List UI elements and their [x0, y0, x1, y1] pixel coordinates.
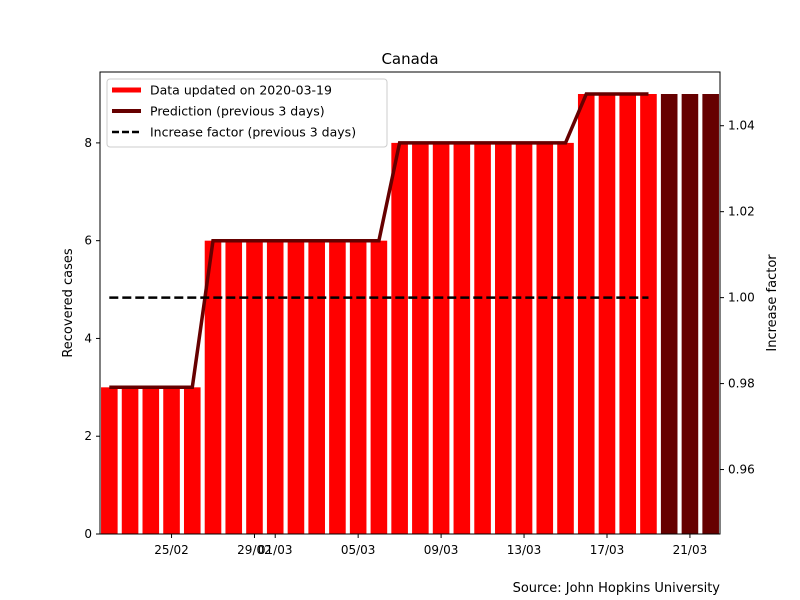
lines-layer	[109, 92, 649, 390]
legend-label: Data updated on 2020-03-19	[150, 83, 332, 98]
data-bar	[163, 387, 180, 534]
data-bar	[619, 94, 637, 534]
y2-tick-label: 0.96	[728, 463, 755, 477]
data-bar	[598, 94, 616, 534]
data-bar	[101, 387, 118, 534]
data-bar	[204, 240, 222, 534]
x-tick-label: 21/03	[673, 543, 708, 557]
data-bar	[453, 142, 471, 534]
y2-tick-label: 0.98	[728, 377, 755, 391]
data-bar	[370, 240, 388, 534]
data-bar	[329, 240, 346, 534]
data-bar	[246, 240, 263, 534]
y-tick-label: 2	[84, 429, 92, 443]
data-bar	[266, 240, 284, 534]
data-bar	[536, 142, 554, 534]
data-bar	[225, 240, 243, 534]
prediction-bar	[681, 94, 699, 534]
data-bar	[577, 94, 595, 534]
source-note: Source: John Hopkins University	[513, 581, 721, 596]
prediction-line	[109, 92, 649, 390]
data-bar	[412, 142, 429, 534]
y2-tick-label: 1.04	[728, 119, 755, 133]
data-bar	[495, 142, 512, 534]
data-bar	[349, 240, 367, 534]
data-bar	[142, 387, 160, 534]
data-bar	[432, 142, 450, 534]
x-tick-label: 09/03	[424, 543, 459, 557]
y-tick-label: 4	[84, 331, 92, 345]
y-tick-label: 8	[84, 136, 92, 150]
data-bar	[557, 142, 574, 534]
axes-layer: 0 2 4 6 8 0.96 0.98 1.00 1.02 1.04 25/02 29/0201/03…	[84, 71, 755, 557]
data-bar	[308, 240, 325, 534]
data-bar	[183, 387, 201, 534]
plot-frame	[99, 71, 721, 535]
data-bar	[640, 94, 657, 534]
legend-box	[106, 78, 388, 148]
data-bar	[287, 240, 305, 534]
prediction-bar	[702, 94, 719, 534]
x-tick-label: 17/03	[590, 543, 625, 557]
prediction-bar	[660, 94, 678, 534]
y2-tick-label: 1.02	[728, 205, 755, 219]
y2-tick-label: 1.00	[728, 291, 755, 305]
chart-title: Canada	[381, 50, 438, 68]
data-bar	[474, 142, 491, 534]
x-tick-label: 05/03	[341, 543, 376, 557]
x-tick-label: 01/03	[258, 543, 293, 557]
y-tick-label: 6	[84, 234, 92, 248]
data-bar	[121, 387, 139, 534]
x-tick-label: 13/03	[507, 543, 542, 557]
bars-layer	[101, 94, 719, 534]
x-tick-label: 25/02	[154, 543, 189, 557]
legend-label: Increase factor (previous 3 days)	[150, 125, 356, 140]
legend-label: Prediction (previous 3 days)	[150, 104, 325, 119]
data-bar	[515, 142, 533, 534]
y-axis-label: Recovered cases	[61, 248, 76, 358]
y2-axis-label: Increase factor	[765, 254, 780, 352]
legend: Data updated on 2020-03-19 Prediction (pr…	[106, 78, 388, 148]
x-tick-label: 29/02	[237, 543, 272, 557]
data-bar	[391, 142, 408, 534]
y-tick-label: 0	[84, 527, 92, 541]
